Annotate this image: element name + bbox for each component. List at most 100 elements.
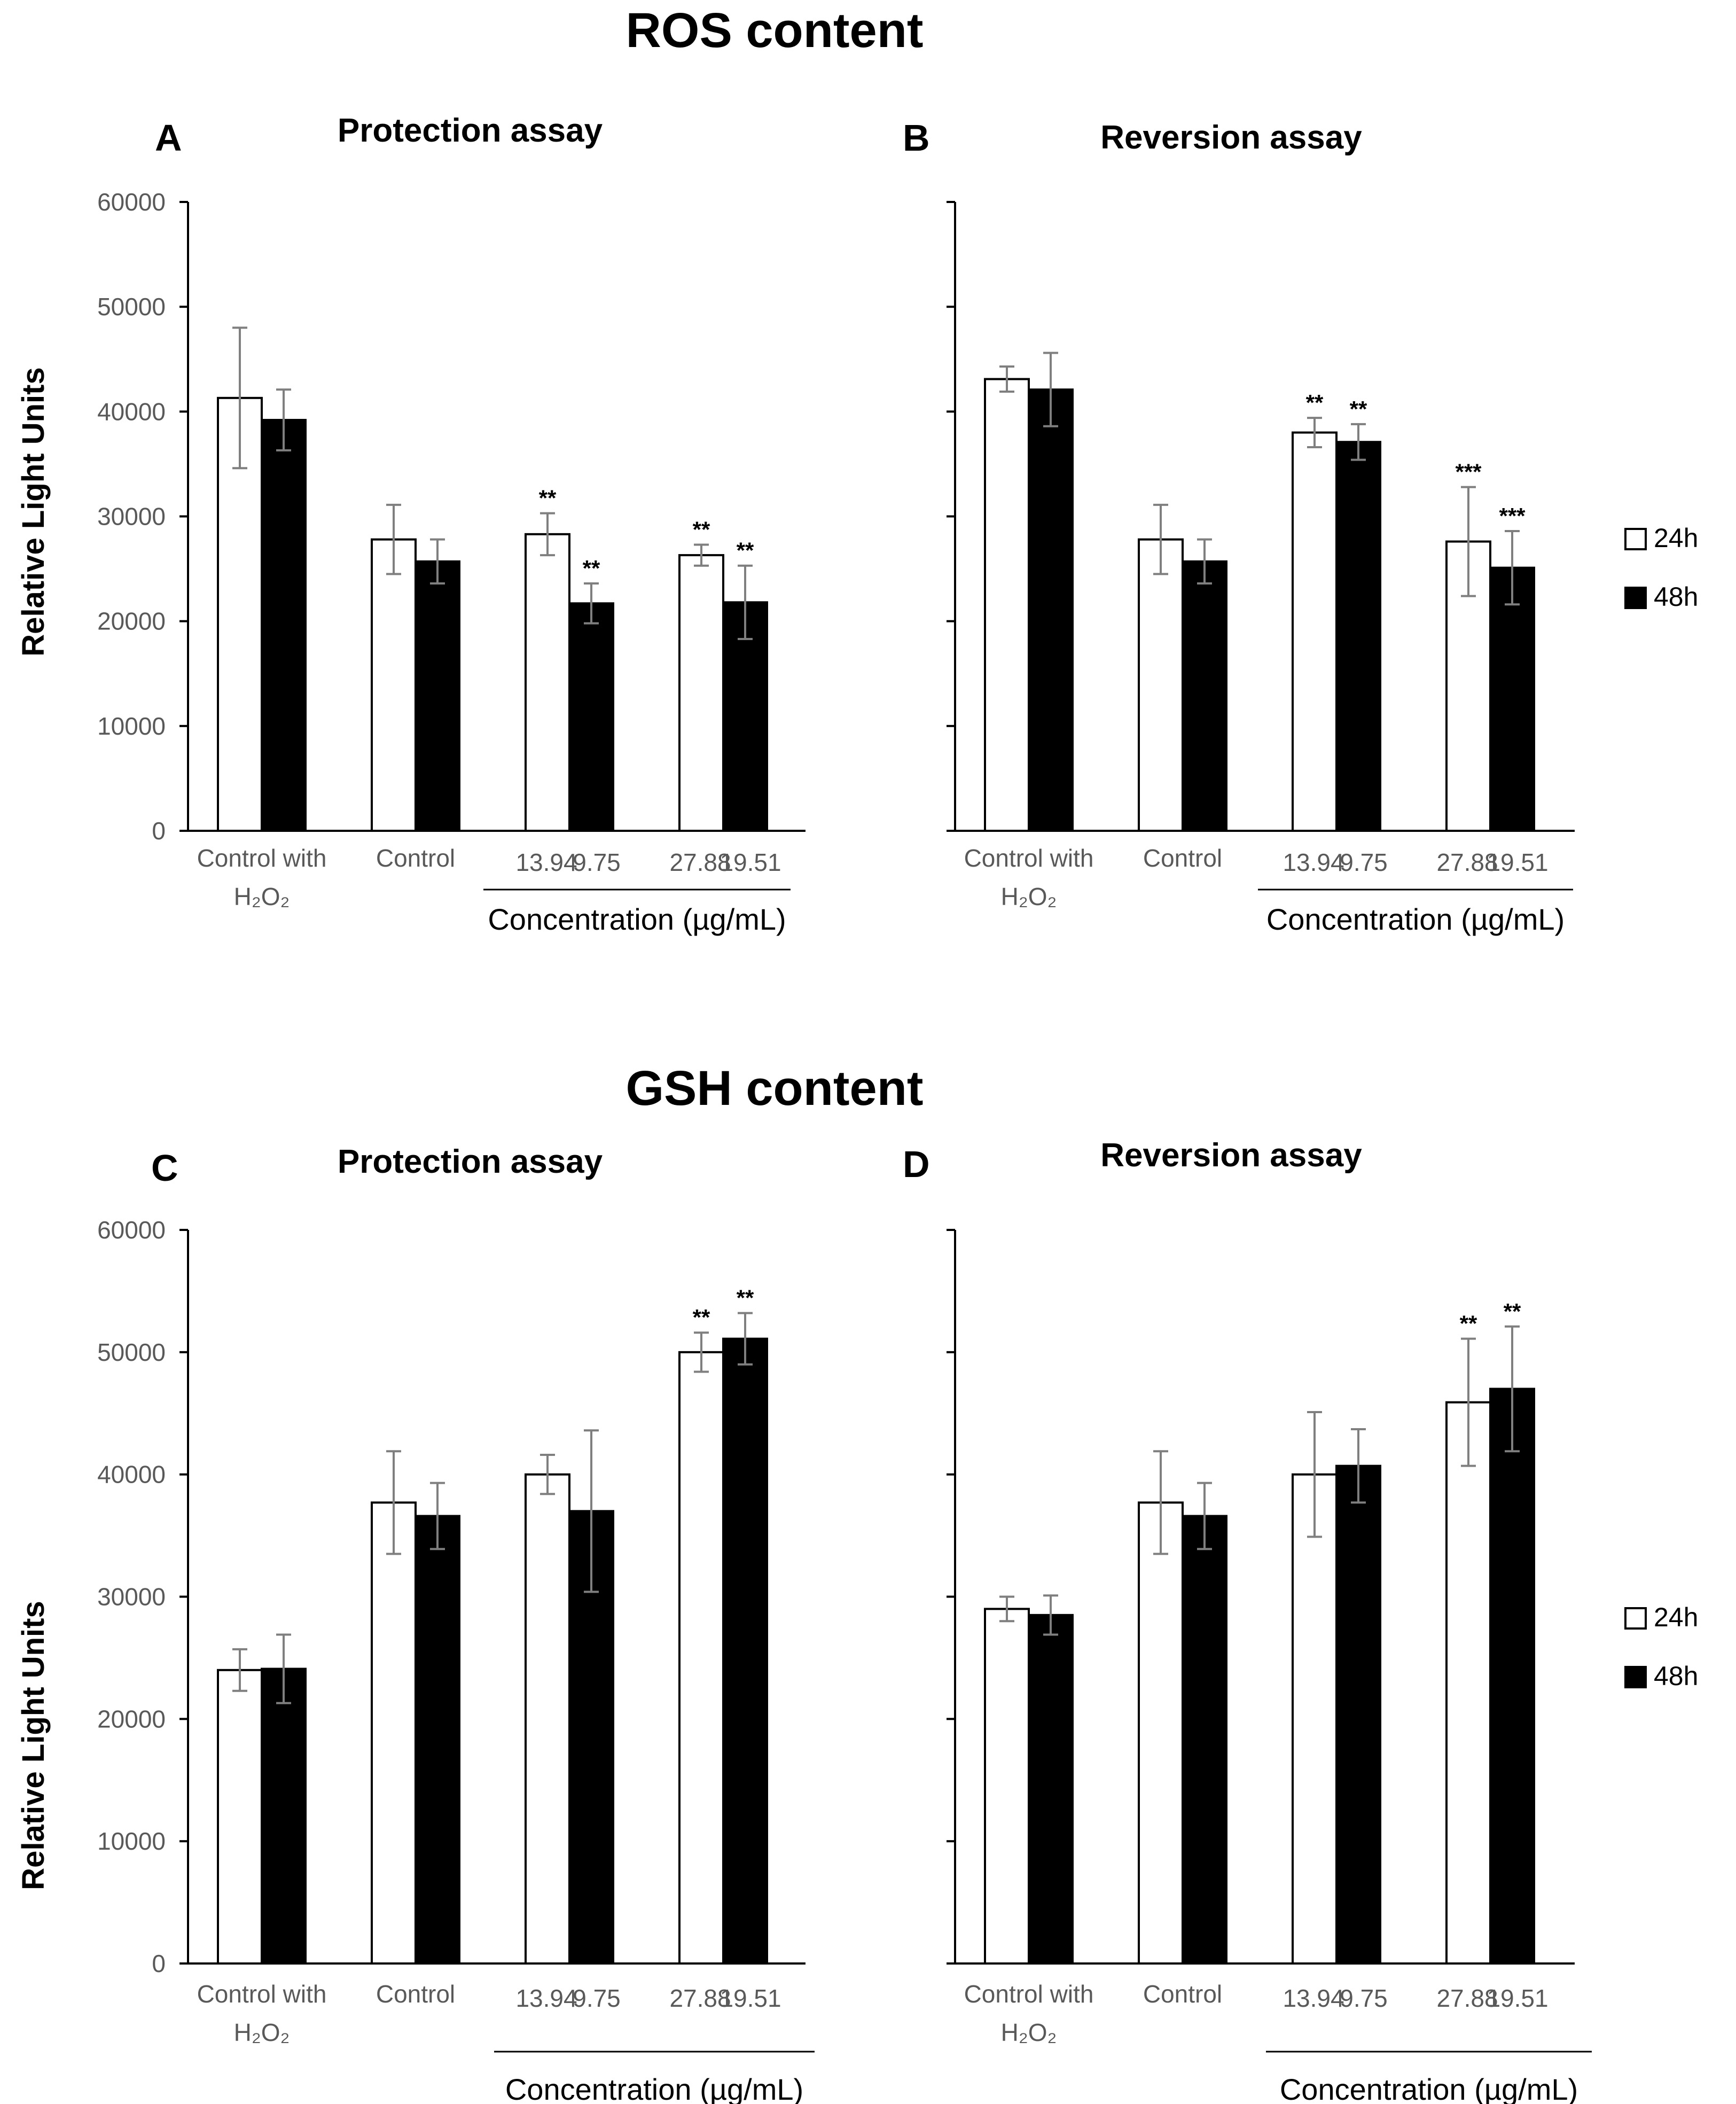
legend-label: 48h [1654,1661,1698,1691]
x-axis-title: Concentration (µg/mL) [1266,902,1565,936]
x-label-concentration-24h: 13.94 [515,1984,577,2012]
bar-24h-2 [525,1473,570,1965]
x-label-control-h2o2: Control with [197,1980,327,2008]
y-tick-label: 40000 [97,1461,166,1489]
panel-title: Protection assay [338,1143,603,1180]
x-label-concentration-24h: 13.94 [515,848,577,876]
bar-48h-3 [722,601,768,832]
y-tick-label: 10000 [97,1827,166,1855]
x-label-concentration-48h: 9.75 [573,848,621,876]
x-axis-title: Concentration (µg/mL) [505,2072,803,2104]
y-tick-label: 60000 [97,1216,166,1244]
y-tick-label: 50000 [97,293,166,321]
legend-swatch-48h [1624,1666,1647,1688]
legend-swatch-24h [1624,1607,1647,1630]
x-label-concentration-48h: 19.51 [720,1984,781,2012]
panel-letter: A [155,117,182,159]
y-tick-label: 50000 [97,1338,166,1366]
bar-24h-2 [1292,1473,1338,1965]
x-label-h2o2-sub: H₂O₂ [234,2019,290,2046]
bar-48h-3 [1489,1388,1535,1965]
bar-48h-1 [415,1515,460,1965]
bar-48h-3 [1489,566,1535,832]
x-label-h2o2-sub: H₂O₂ [234,883,290,910]
bar-24h-1 [1138,1501,1184,1965]
bar-24h-3 [1445,1401,1491,1965]
bar-24h-0 [984,1608,1030,1965]
x-label-control: Control [376,1980,455,2008]
bar-48h-0 [261,419,307,832]
significance-marker: ** [737,538,754,563]
panel-letter: C [151,1147,178,1189]
y-tick-label: 0 [152,817,166,845]
y-axis-title: Relative Light Units [16,1601,51,1890]
x-label-concentration-48h: 9.75 [573,1984,621,2012]
x-label-concentration-24h: 27.88 [1436,1984,1498,2012]
x-label-concentration-24h: 13.94 [1283,848,1344,876]
significance-marker: ** [1504,1299,1521,1324]
panel-title: Reversion assay [1100,1137,1362,1174]
y-tick-label: 20000 [97,1705,166,1733]
x-label-concentration-48h: 19.51 [720,848,781,876]
bar-24h-1 [371,1501,417,1965]
bar-24h-3 [678,554,724,832]
bar-48h-2 [1335,1464,1381,1965]
significance-marker: ** [737,1285,754,1311]
legend-swatch-24h [1624,528,1647,550]
x-label-concentration-24h: 13.94 [1283,1984,1344,2012]
legend-label: 48h [1654,582,1698,612]
bar-24h-2 [525,533,570,832]
significance-marker: *** [1499,503,1526,528]
significance-marker: ** [1350,396,1367,422]
legend-label: 24h [1654,523,1698,553]
significance-marker: ** [539,486,557,511]
bar-48h-0 [261,1667,307,1965]
panel-letter: D [903,1143,930,1185]
significance-marker: ** [583,556,600,581]
bar-48h-1 [1182,560,1227,832]
y-tick-label: 0 [152,1950,166,1977]
x-label-control-h2o2: Control with [197,844,327,872]
bar-24h-1 [371,538,417,832]
x-label-control: Control [376,844,455,872]
bar-24h-0 [984,378,1030,832]
x-axis-title: Concentration (µg/mL) [488,902,786,936]
y-tick-label: 30000 [97,503,166,531]
significance-marker: *** [1455,459,1482,485]
panel-title: Reversion assay [1100,119,1362,156]
bar-24h-1 [1138,538,1184,832]
significance-marker: ** [693,517,710,542]
bar-48h-0 [1028,388,1074,832]
significance-marker: ** [1460,1311,1477,1336]
y-tick-label: 60000 [97,188,166,216]
significance-marker: ** [1306,390,1324,415]
section-title: ROS content [625,3,923,58]
x-label-control: Control [1143,844,1222,872]
panel-letter: B [903,117,930,159]
x-label-concentration-24h: 27.88 [669,848,731,876]
bar-24h-3 [678,1351,724,1965]
y-tick-label: 10000 [97,712,166,740]
legend-label: 24h [1654,1602,1698,1632]
bar-48h-2 [568,602,614,832]
x-label-h2o2-sub: H₂O₂ [1001,2019,1057,2046]
bar-48h-0 [1028,1614,1074,1965]
bar-48h-1 [415,560,460,832]
section-title: GSH content [625,1061,923,1116]
x-label-concentration-48h: 9.75 [1340,848,1388,876]
y-tick-label: 30000 [97,1583,166,1611]
x-label-control: Control [1143,1980,1222,2008]
y-tick-label: 40000 [97,398,166,425]
x-label-control-h2o2: Control with [964,1980,1094,2008]
x-label-concentration-48h: 9.75 [1340,1984,1388,2012]
x-label-concentration-48h: 19.51 [1487,848,1548,876]
y-tick-label: 20000 [97,607,166,635]
x-label-concentration-48h: 19.51 [1487,1984,1548,2012]
legend-swatch-48h [1624,587,1647,609]
bar-24h-2 [1292,431,1338,832]
x-label-concentration-24h: 27.88 [1436,848,1498,876]
x-label-concentration-24h: 27.88 [669,1984,731,2012]
significance-marker: ** [693,1305,710,1330]
x-label-control-h2o2: Control with [964,844,1094,872]
